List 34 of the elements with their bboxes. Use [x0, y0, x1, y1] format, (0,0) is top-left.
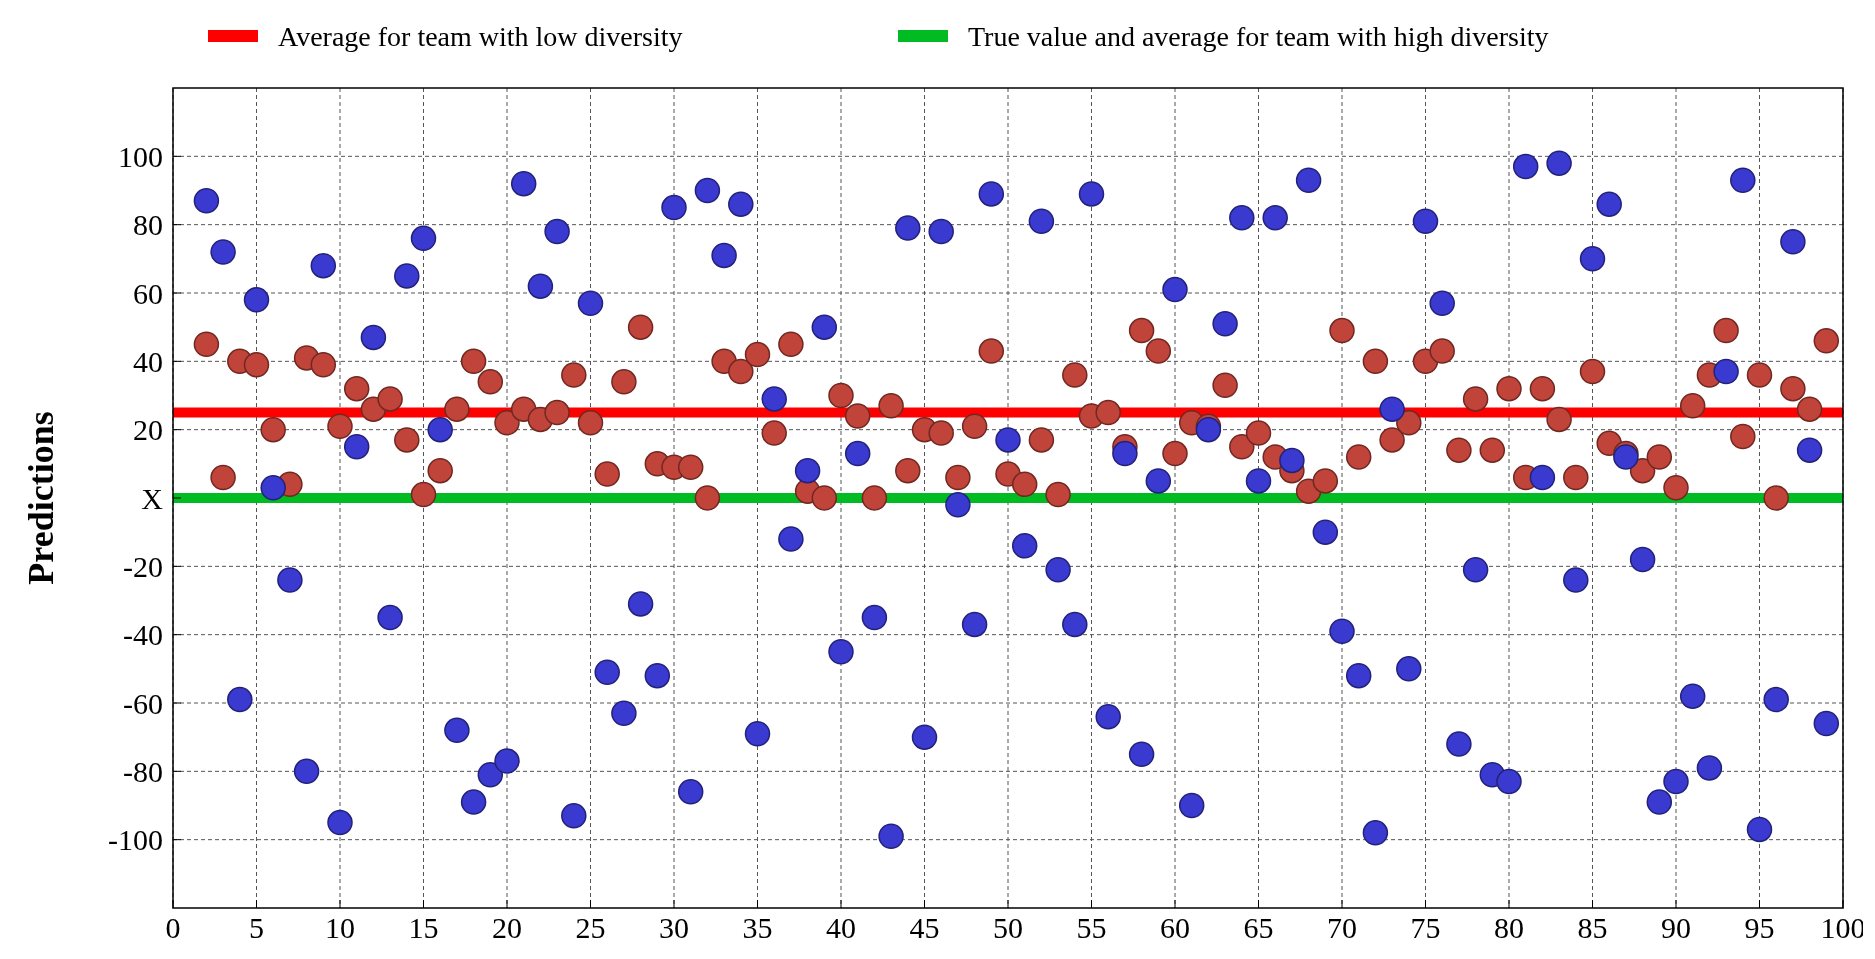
y-tick-label: -100 [108, 823, 163, 857]
x-tick-label: 90 [1661, 911, 1691, 944]
x-tick-label: 0 [165, 911, 181, 944]
x-tick-label: 60 [1160, 911, 1190, 944]
y-tick-label: -20 [123, 549, 163, 583]
x-tick-label: 45 [909, 911, 940, 944]
y-tick-label: 100 [118, 139, 163, 173]
y-tick-label: -60 [123, 686, 163, 720]
x-tick-label: 85 [1577, 911, 1608, 944]
y-tick-label: 60 [133, 276, 163, 310]
y-tick-label: 40 [133, 344, 163, 378]
x-tick-label: 20 [492, 911, 522, 944]
x-tick-label: 10 [325, 911, 355, 944]
x-tick-label: 40 [826, 911, 856, 944]
x-tick-label: 35 [742, 911, 773, 944]
x-tick-label: 70 [1327, 911, 1357, 944]
y-tick-label: 20 [133, 413, 163, 447]
x-tick-label: 95 [1744, 911, 1775, 944]
x-tick-label: 5 [249, 911, 264, 944]
x-tick-label: 80 [1494, 911, 1524, 944]
x-tick-label: 30 [659, 911, 689, 944]
x-tick-label: 50 [993, 911, 1023, 944]
y-tick-label: -80 [123, 754, 163, 788]
y-axis-title: Predictions [21, 411, 61, 585]
x-tick-label: 55 [1076, 911, 1107, 944]
x-tick-label: 75 [1410, 911, 1441, 944]
x-tick-label: 65 [1243, 911, 1274, 944]
legend-label: True value and average for team with high diversity [968, 20, 1549, 52]
y-tick-label: -40 [123, 618, 163, 652]
x-tick-label: 25 [575, 911, 606, 944]
y-tick-label: X [141, 481, 164, 515]
x-tick-label: 15 [408, 911, 439, 944]
y-tick-label: 80 [133, 208, 163, 242]
legend-label: Average for team with low diversity [278, 20, 683, 52]
